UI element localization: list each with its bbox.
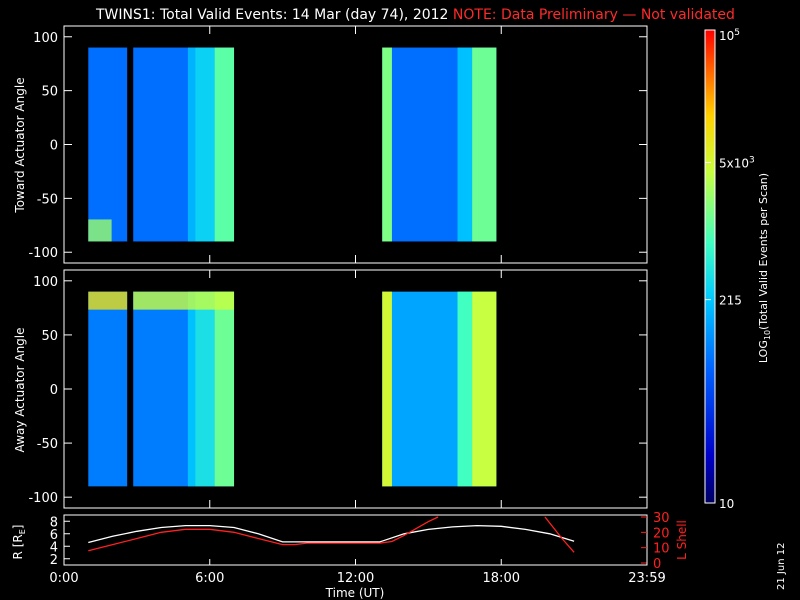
away-y-label: Away Actuator Angle	[13, 327, 27, 452]
colorbar-label: LOG10(Total Valid Events per Scan)	[757, 173, 772, 363]
colorbar-tick-label: 215	[719, 294, 742, 308]
y-tick-label: 50	[41, 85, 58, 100]
colorbar-label-rest: (Total Valid Events per Scan)	[757, 173, 770, 330]
title-main: TWINS1: Total Valid Events: 14 Mar (day …	[96, 7, 449, 23]
orbit-lines	[88, 516, 575, 553]
left-y-tick-label: 2	[50, 553, 58, 568]
date-stamp: 21 Jun 12	[776, 542, 787, 590]
right-y-tick-label: 30	[653, 511, 670, 526]
heatmap-band	[382, 291, 392, 487]
colorbar-tick-label: 5x103	[719, 155, 755, 170]
y-tick-label: -100	[28, 246, 58, 261]
heatmap-cell	[88, 291, 128, 487]
right-y-tick-label: 10	[653, 542, 670, 557]
left-y-tick-label: 6	[50, 528, 58, 543]
right-y-tick-label: 20	[653, 526, 670, 541]
y-tick-label: 100	[33, 275, 58, 290]
x-tick-label: 18:00	[483, 571, 520, 586]
orbit-left-y-label-bracket: ]	[11, 525, 25, 530]
colorbar-tick-base: 215	[719, 294, 742, 308]
colorbar-label-log: LOG	[757, 340, 770, 363]
colorbar-tick-base: 10	[719, 497, 734, 511]
away-heatmap	[88, 291, 497, 487]
x-axis-label: Time (UT)	[325, 586, 385, 600]
colorbar-tick-label: 105	[719, 28, 740, 43]
y-tick-label: -50	[37, 437, 58, 452]
orbit-left-y-label: R [RE]	[11, 525, 27, 560]
heatmap-edge	[88, 291, 128, 310]
y-tick-label: 0	[50, 139, 58, 154]
left-y-tick-label: 4	[50, 540, 58, 555]
y-tick-label: -50	[37, 192, 58, 207]
colorbar-tick-label: 10	[719, 497, 734, 511]
heatmap-band	[195, 291, 215, 487]
away-y-ticks: -100 -50 0 50 100	[28, 270, 648, 508]
orbit-right-y-label: L Shell	[675, 520, 689, 560]
heatmap-band	[457, 47, 473, 242]
colorbar-gradient	[705, 30, 715, 503]
colorbar-tick-base: 10	[719, 29, 734, 43]
heatmap-band	[214, 291, 235, 487]
heatmap-band	[472, 47, 497, 242]
y-tick-label: 50	[41, 329, 58, 344]
away-panel: -100 -50 0 50 100 Away Actuator Angle	[13, 269, 648, 509]
colorbar-tick-exponent: 5	[734, 28, 740, 38]
colorbar-tick-exponent: 3	[749, 155, 755, 165]
heatmap-band	[214, 47, 235, 242]
orbit-left-y-label-text: R [R	[11, 534, 25, 559]
left-y-tick-label: 8	[50, 515, 58, 530]
colorbar-tick-base: 5x10	[719, 156, 749, 170]
heatmap-edge	[133, 291, 235, 310]
orbit-series-line	[544, 516, 575, 553]
orbit-series-line	[88, 516, 439, 552]
heatmap-band	[195, 47, 215, 242]
toward-y-label: Toward Actuator Angle	[13, 77, 27, 213]
colorbar-label-sub: 10	[763, 330, 772, 340]
x-tick-label: 12:00	[337, 571, 374, 586]
y-tick-label: 100	[33, 31, 58, 46]
orbit-left-y-label-sub: E	[18, 529, 27, 534]
orbit-axes-frame	[63, 514, 648, 566]
orbit-series-line	[88, 524, 575, 544]
heatmap-band	[457, 291, 473, 487]
heatmap-band	[187, 47, 196, 242]
heatmap-edge	[88, 219, 112, 242]
toward-y-ticks: -100 -50 0 50 100	[28, 26, 648, 263]
title-note: NOTE: Data Preliminary — Not validated	[452, 7, 735, 23]
y-tick-label: 0	[50, 383, 58, 398]
heatmap-band	[187, 291, 196, 487]
heatmap-cell	[88, 47, 128, 242]
heatmap-band	[382, 47, 392, 242]
page-title: TWINS1: Total Valid Events: 14 Mar (day …	[96, 7, 735, 23]
y-tick-label: -100	[28, 491, 58, 506]
x-tick-label: 23:59	[628, 571, 665, 586]
right-y-tick-label: 0	[653, 557, 661, 572]
x-tick-label: 0:00	[49, 571, 78, 586]
toward-panel: -100 -50 0 50 100 Toward Actuator Angle	[13, 25, 648, 264]
toward-heatmap	[88, 47, 497, 242]
x-tick-label: 6:00	[195, 571, 224, 586]
heatmap-band	[472, 291, 497, 487]
